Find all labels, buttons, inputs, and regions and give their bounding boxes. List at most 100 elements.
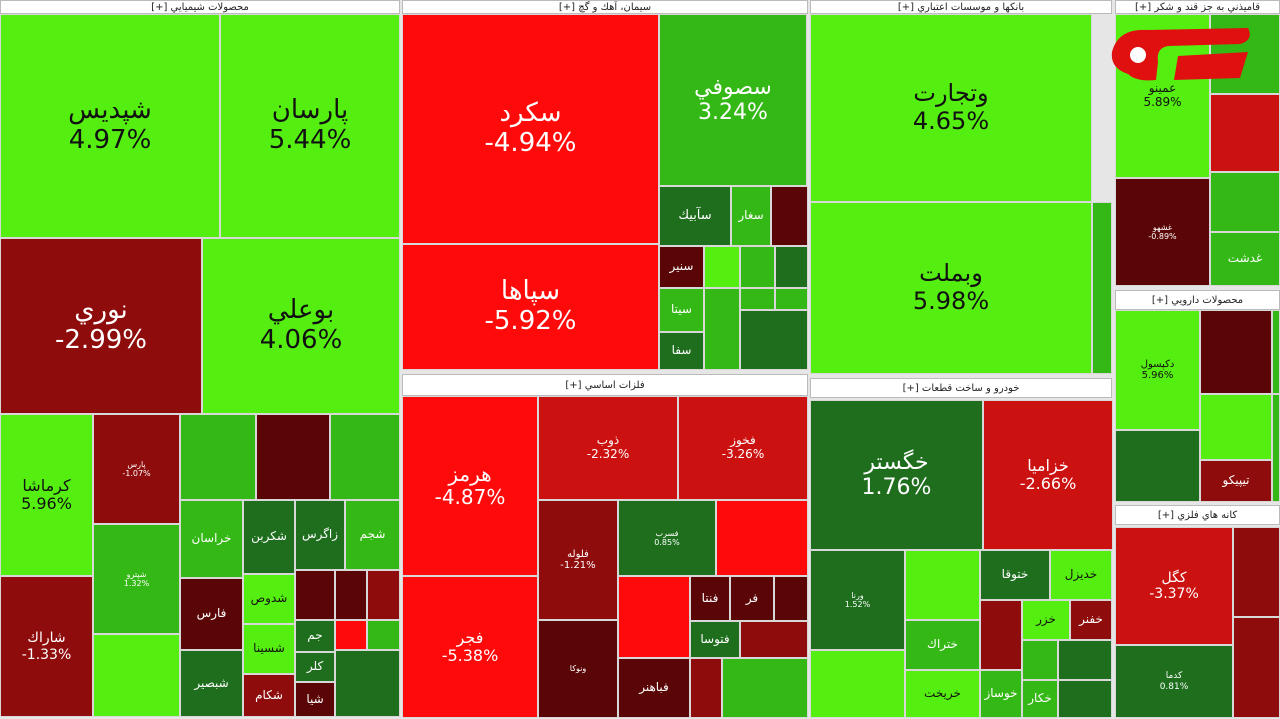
tile-change: 5.98%: [912, 287, 990, 315]
tile-name: فسرب: [655, 528, 679, 538]
sector-header: قاميذني به جز قند و شكر [+]: [1115, 0, 1280, 14]
tile-name: شاراك: [27, 630, 66, 647]
tile-name: خفنر: [1079, 612, 1103, 627]
tile: فتوسا: [690, 621, 740, 658]
tile: ورنا 1.52%: [810, 550, 905, 650]
tile-name: خوساز: [984, 686, 1018, 701]
tile: [1233, 617, 1280, 718]
tile: [1272, 394, 1280, 502]
tile: [704, 288, 740, 370]
tile-change: 1.32%: [123, 579, 150, 588]
tile-change: 5.96%: [1141, 370, 1174, 381]
tile: [618, 576, 690, 658]
tile-change: -1.07%: [122, 469, 151, 478]
tile: هرمز -4.87%: [402, 396, 538, 576]
tile-change: -1.33%: [21, 646, 72, 663]
tile-change: 4.65%: [912, 107, 990, 135]
tile-change: -4.87%: [434, 485, 506, 509]
tile-name: تيپيكو: [1222, 473, 1250, 488]
tile-name: سيتا: [671, 302, 692, 317]
tile-change: -2.32%: [586, 447, 630, 461]
tile: [93, 634, 180, 717]
tile-name: غدشت: [1227, 251, 1263, 266]
tile-name: ونوكا: [569, 664, 587, 674]
tile-name: فر: [745, 590, 759, 605]
tile: [722, 658, 808, 718]
tile-name: شبصير: [194, 675, 229, 690]
tile: خديزل: [1050, 550, 1112, 600]
tile: [980, 600, 1022, 670]
tile-name: كلر: [306, 659, 324, 674]
sector-header: بانكها و موسسات اعتباري [+]: [810, 0, 1112, 14]
tile-name: سفا: [671, 343, 692, 358]
tile: شجم: [345, 500, 400, 570]
tile-name: سآبيك: [678, 207, 712, 223]
tile: شيا: [295, 682, 335, 717]
tile-change: 4.06%: [259, 325, 343, 355]
tile-change: 3.24%: [698, 100, 768, 125]
tile-name: ختوقا: [1001, 567, 1029, 582]
tile-name: شسينا: [253, 641, 285, 656]
sector-header: خودرو و ساخت قطعات [+]: [810, 378, 1112, 398]
tile-name: دكپسول: [1140, 358, 1175, 370]
tile: [1058, 680, 1112, 718]
tile-name: شپديس: [68, 95, 152, 126]
tile: كگل -3.37%: [1115, 527, 1233, 645]
tile-name: شپترو: [126, 569, 147, 579]
tile: خراسان: [180, 500, 243, 578]
tile: دكپسول 5.96%: [1115, 310, 1200, 430]
tile: سيتا: [659, 288, 704, 332]
tile-name: سكرد: [499, 98, 562, 129]
tile-name: نوري: [74, 295, 128, 326]
tile: فر: [730, 576, 774, 621]
tile: غدشت: [1210, 232, 1280, 286]
tile: [1210, 172, 1280, 232]
tile-name: غشهو: [1152, 222, 1173, 232]
tile: زاگرس: [295, 500, 345, 570]
tile-name: فباهنر: [639, 680, 669, 695]
tile-change: -2.99%: [55, 325, 147, 355]
sector-header: سيمان، آهك و گچ [+]: [402, 0, 808, 14]
tile: سغار: [731, 186, 771, 246]
tile: بوعلي 4.06%: [202, 238, 400, 414]
tile-name: خگستر: [864, 449, 929, 475]
tile: سصوفي 3.24%: [659, 14, 807, 186]
tile: [740, 621, 808, 658]
tile: [1058, 640, 1112, 680]
tile-name: خراسان: [191, 531, 232, 546]
tile: [775, 246, 808, 288]
tile-name: فنتا: [701, 590, 719, 605]
tile-change: 0.81%: [1159, 681, 1189, 692]
tile: سكرد -4.94%: [402, 14, 659, 244]
tile: وتجارت 4.65%: [810, 14, 1092, 202]
tile-change: -3.37%: [1149, 586, 1199, 602]
tile-name: شكام: [255, 687, 283, 702]
tile-change: -4.94%: [484, 128, 577, 158]
tile: فباهنر: [618, 658, 690, 718]
sector-header: محصولات دارويي [+]: [1115, 290, 1280, 310]
tile: خزر: [1022, 600, 1070, 640]
tile: [774, 576, 808, 621]
tile-name: خديزل: [1064, 567, 1098, 582]
tile: پارسان 5.44%: [220, 14, 400, 238]
tile: سپاها -5.92%: [402, 244, 659, 370]
tile: [810, 650, 905, 718]
tile-name: فارس: [196, 606, 227, 621]
tile: [256, 414, 330, 500]
tile: [335, 650, 400, 717]
tile-name: كرماشا: [22, 475, 71, 495]
tile: [1210, 94, 1280, 172]
tile-change: -5.92%: [484, 306, 577, 336]
tile-name: ذوب: [596, 433, 620, 448]
tile: [335, 620, 367, 650]
tile-name: سنير: [669, 259, 694, 274]
tile: [335, 570, 367, 620]
tile-name: فجر: [456, 627, 484, 647]
tile-name: شدوص: [250, 591, 288, 606]
tile-change: 5.96%: [21, 494, 72, 513]
tile: شسينا: [243, 624, 295, 674]
tile-name: فلوله: [567, 548, 589, 560]
tile-name: سصوفي: [694, 74, 772, 100]
tile: جم: [295, 620, 335, 652]
tile-name: وتجارت: [913, 79, 989, 108]
